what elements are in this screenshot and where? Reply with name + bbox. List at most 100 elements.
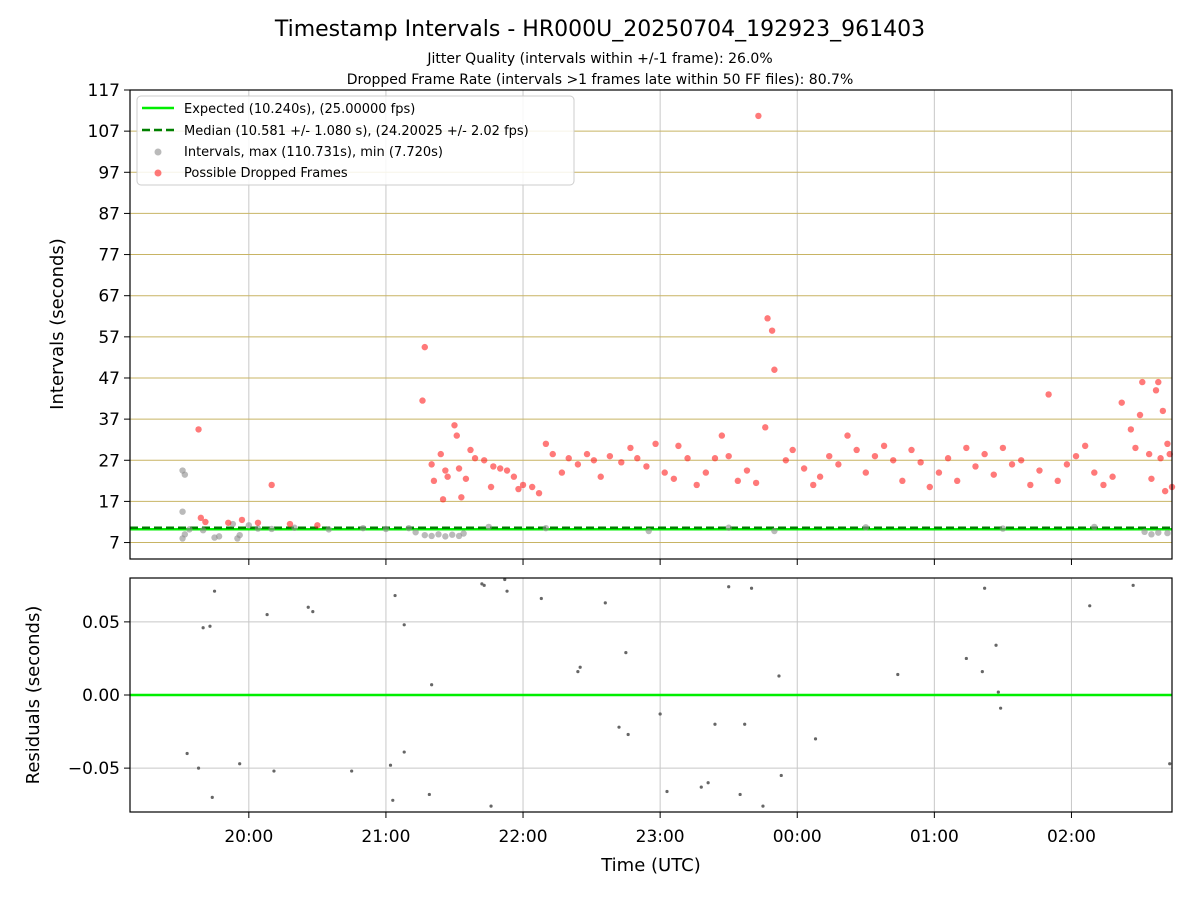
residual-point xyxy=(480,582,484,586)
dropped-frame-point xyxy=(789,446,796,454)
interval-point xyxy=(268,525,275,533)
dropped-frame-point xyxy=(890,457,897,464)
dropped-frame-point xyxy=(451,422,458,429)
dropped-frame-point xyxy=(1109,473,1116,480)
y-tick-label: 17 xyxy=(98,492,120,512)
dropped-frame-point xyxy=(670,475,678,482)
dropped-frame-point xyxy=(734,477,742,485)
residual-point xyxy=(624,650,628,655)
x-tick-label: 01:00 xyxy=(910,827,959,847)
intervals-axes-frame xyxy=(129,89,1173,560)
dropped-frame-point xyxy=(764,315,771,322)
interval-point xyxy=(421,531,428,539)
interval-point xyxy=(862,524,869,531)
dropped-frame-point xyxy=(718,432,726,439)
residual-point xyxy=(1168,762,1172,766)
residual-point xyxy=(185,751,189,756)
y-tick-label: 47 xyxy=(98,369,120,389)
residual-point xyxy=(427,792,431,797)
dropped-frame-point xyxy=(871,452,879,460)
dropped-frame-point xyxy=(455,465,463,472)
legend-marker-intervals xyxy=(154,148,162,156)
residual-point xyxy=(996,690,1000,694)
dropped-frame-point xyxy=(437,450,444,458)
residuals-y-axis-label: Residuals (seconds) xyxy=(23,606,44,785)
residual-point xyxy=(626,732,630,737)
dropped-frame-point xyxy=(558,469,566,476)
interval-point xyxy=(382,525,390,533)
dropped-frame-point xyxy=(652,440,659,448)
y-tick-label: 107 xyxy=(88,122,120,142)
y-tick-label: 27 xyxy=(98,451,120,471)
residual-point xyxy=(994,643,998,647)
dropped-frame-point xyxy=(990,471,997,478)
dropped-frame-point xyxy=(1157,455,1164,462)
dropped-frame-point xyxy=(684,455,691,462)
x-axis-label: Time (UTC) xyxy=(600,855,701,876)
residual-point xyxy=(430,683,434,687)
dropped-frame-point xyxy=(419,397,426,404)
dropped-frame-point xyxy=(1063,461,1071,468)
dropped-frame-point xyxy=(634,455,641,462)
residual-point xyxy=(738,792,742,797)
dropped-frame-point xyxy=(442,467,449,474)
dropped-frame-point xyxy=(908,446,915,454)
interval-point xyxy=(291,524,298,531)
dropped-frame-point xyxy=(963,444,970,452)
residual-point xyxy=(576,670,580,674)
residual-point xyxy=(505,589,509,593)
dropped-frame-point xyxy=(286,520,294,528)
dropped-frame-point xyxy=(1072,452,1080,460)
interval-point xyxy=(181,531,189,538)
y-tick-label: 57 xyxy=(98,328,120,348)
dropped-frame-point xyxy=(972,463,979,470)
dropped-frame-point xyxy=(1159,407,1167,415)
residual-point xyxy=(482,583,486,587)
residual-point xyxy=(749,586,754,590)
chart-subtitle-dropped: Dropped Frame Rate (intervals >1 frames … xyxy=(347,72,854,88)
dropped-frame-point xyxy=(1045,391,1052,398)
residual-point xyxy=(603,601,607,605)
dropped-frame-point xyxy=(917,459,924,466)
residual-point xyxy=(306,605,310,609)
dropped-frame-point xyxy=(583,450,591,458)
dropped-frame-point xyxy=(490,463,497,470)
residual-point xyxy=(539,596,543,601)
x-tick-label: 23:00 xyxy=(636,827,685,847)
dropped-frame-point xyxy=(421,343,428,351)
dropped-frame-point xyxy=(590,457,598,464)
residual-point xyxy=(713,722,717,726)
dropped-frame-point xyxy=(535,489,543,497)
intervals-ticks: 7 17 27 37 47 57 67 77 87 97 107 117 xyxy=(88,81,1072,565)
interval-point xyxy=(215,533,223,540)
interval-point xyxy=(645,527,652,535)
dropped-frame-point xyxy=(1118,399,1125,406)
residual-point xyxy=(617,725,621,729)
dropped-frame-point xyxy=(1100,481,1107,489)
residual-point xyxy=(238,762,242,766)
residual-point xyxy=(578,665,582,669)
x-tick-label: 00:00 xyxy=(773,827,822,847)
residual-point xyxy=(699,785,703,789)
residual-point xyxy=(391,798,395,802)
dropped-frame-point xyxy=(800,465,808,472)
dropped-frame-point xyxy=(853,446,860,454)
dropped-frame-point xyxy=(480,457,488,464)
interval-point xyxy=(179,508,186,515)
y-tick-label: 0.05 xyxy=(82,613,120,633)
dropped-frame-point xyxy=(1027,481,1034,489)
dropped-frame-point xyxy=(428,461,435,468)
dropped-frame-point xyxy=(771,366,778,373)
dropped-frame-point xyxy=(1127,426,1135,433)
dropped-frame-point xyxy=(743,467,751,474)
residual-point xyxy=(779,773,783,778)
interval-point xyxy=(1164,529,1171,537)
interval-point xyxy=(460,530,467,537)
x-tick-label: 22:00 xyxy=(499,827,548,847)
dropped-frame-point xyxy=(981,450,988,458)
dropped-frame-point xyxy=(1148,475,1155,482)
dropped-frame-point xyxy=(453,432,460,439)
residuals-points xyxy=(185,577,1172,808)
dropped-frame-point xyxy=(954,477,961,485)
